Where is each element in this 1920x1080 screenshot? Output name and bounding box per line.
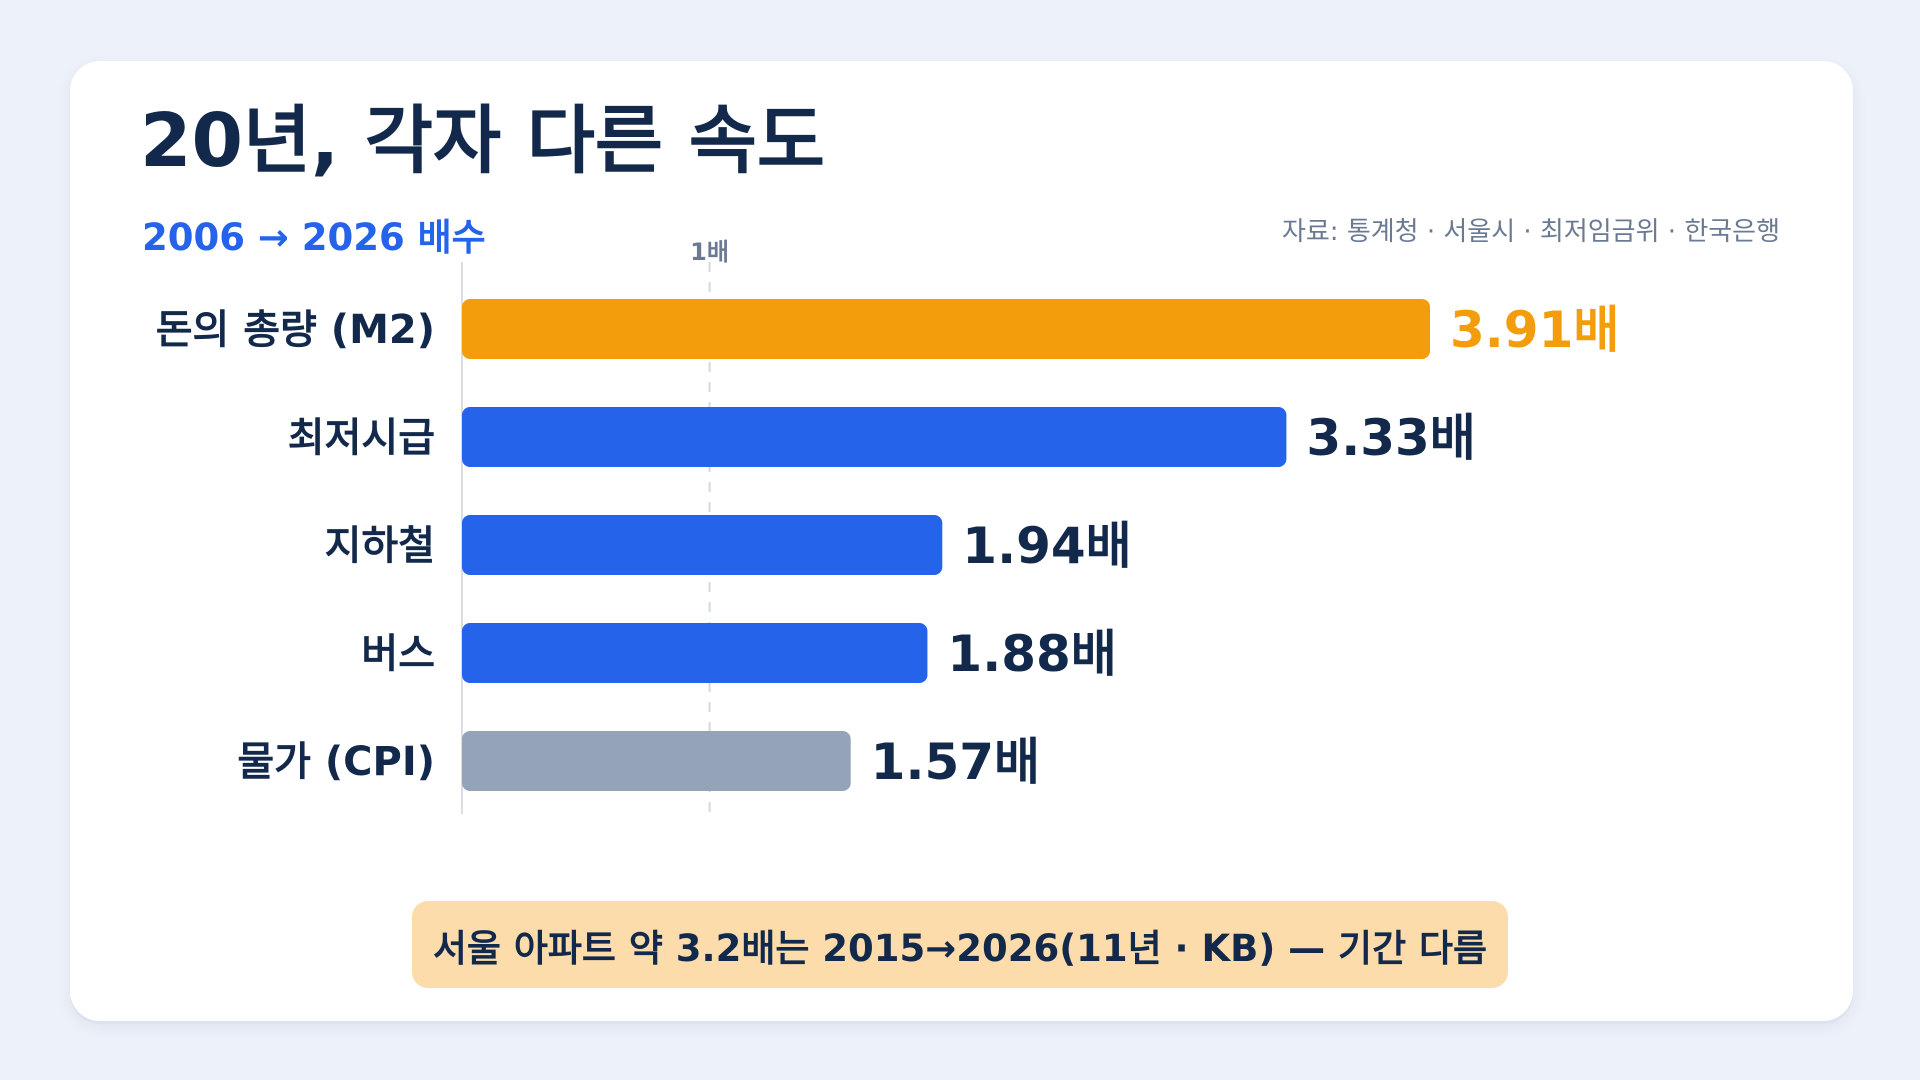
value-label: 3.91배 bbox=[1450, 301, 1619, 359]
category-label: 버스 bbox=[361, 631, 435, 677]
bar bbox=[462, 407, 1287, 467]
bar bbox=[462, 731, 851, 791]
footnote-text: 서울 아파트 약 3.2배는 2015→2026(11년 · KB) — 기간 … bbox=[432, 926, 1488, 970]
value-label: 1.88배 bbox=[947, 625, 1116, 683]
bar bbox=[462, 299, 1430, 359]
source-note: 자료: 통계청 · 서울시 · 최저임금위 · 한국은행 bbox=[1281, 217, 1780, 247]
category-label: 물가 (CPI) bbox=[237, 739, 435, 785]
category-label: 최저시급 bbox=[288, 415, 435, 461]
footnote-banner: 서울 아파트 약 3.2배는 2015→2026(11년 · KB) — 기간 … bbox=[412, 901, 1508, 988]
value-label: 1.57배 bbox=[871, 733, 1040, 791]
chart-card bbox=[70, 61, 1853, 1021]
chart-subtitle: 2006 → 2026 배수 bbox=[142, 216, 486, 259]
bar bbox=[462, 623, 928, 683]
value-label: 1.94배 bbox=[962, 517, 1131, 575]
reference-line-label: 1배 bbox=[690, 238, 729, 266]
bar bbox=[462, 515, 943, 575]
category-label: 돈의 총량 (M2) bbox=[156, 307, 435, 353]
chart-title: 20년, 각자 다른 속도 bbox=[140, 98, 825, 184]
value-label: 3.33배 bbox=[1306, 409, 1475, 467]
category-label: 지하철 bbox=[325, 523, 435, 569]
